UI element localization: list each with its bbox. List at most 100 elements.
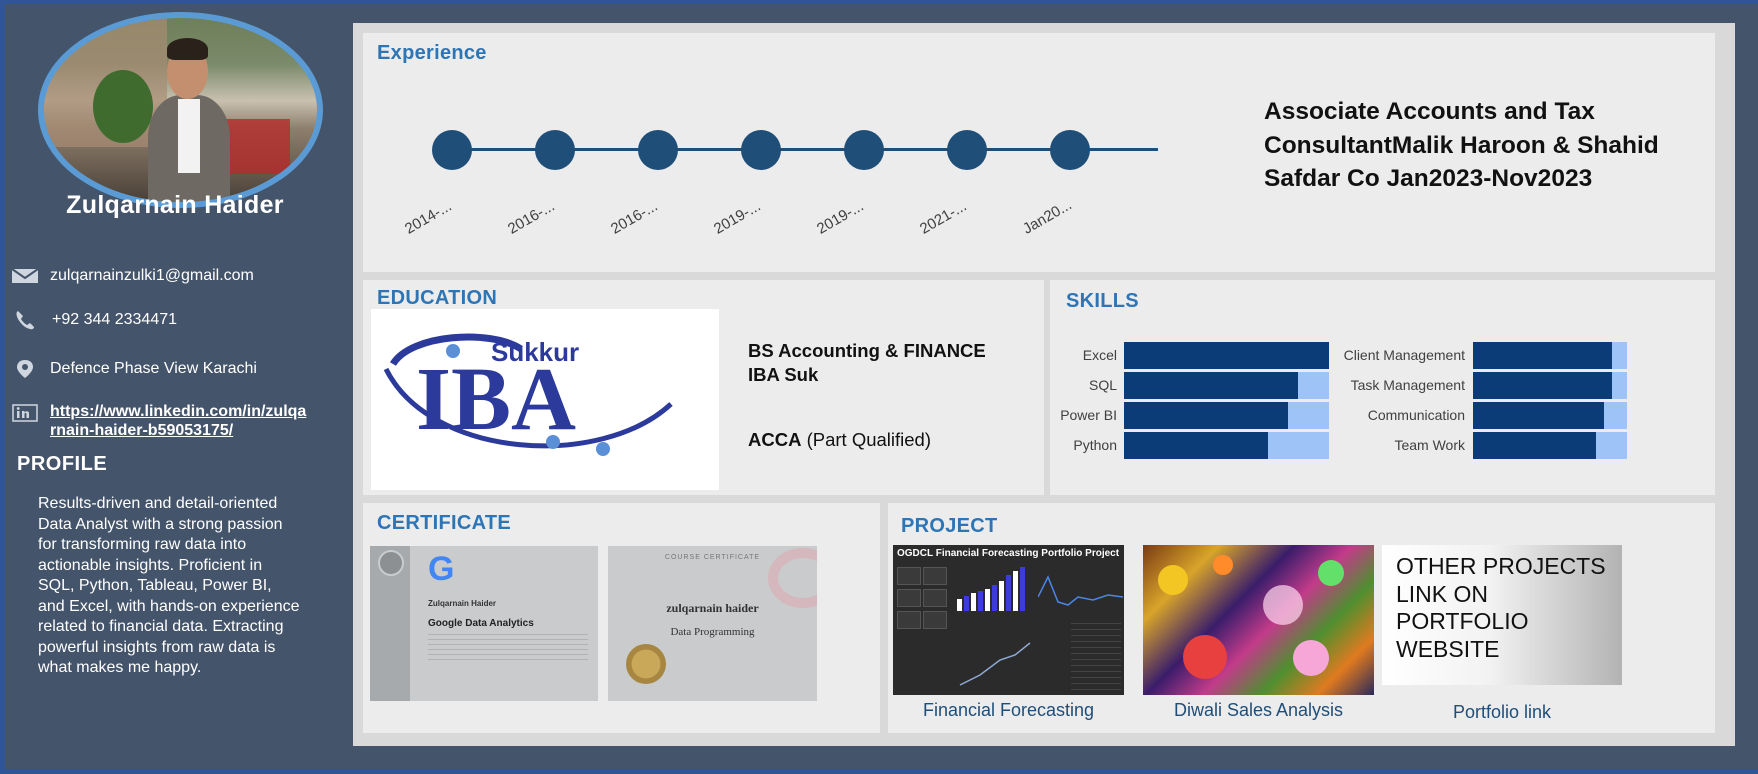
avatar-ring <box>38 12 323 208</box>
skill-bar-fill <box>1124 342 1329 369</box>
profile-name: Zulqarnain Haider <box>66 191 284 219</box>
education-title: EDUCATION <box>377 287 498 309</box>
phone-text: +92 344 2334471 <box>52 311 178 328</box>
profile-heading: PROFILE <box>17 453 108 475</box>
phone-row: +92 344 2334471 <box>10 307 330 333</box>
seal-icon <box>626 644 666 684</box>
project-title: PROJECT <box>901 515 998 537</box>
skill-bar-track <box>1473 402 1627 429</box>
other-projects-text: OTHER PROJECTS LINK ON PORTFOLIO WEBSITE <box>1396 553 1606 662</box>
email-row: zulqarnainzulki1@gmail.com <box>10 263 330 289</box>
degree-text: BS Accounting & FINANCE IBA Suk <box>748 339 986 387</box>
timeline-label: 2014-... <box>402 197 455 238</box>
email-text: zulqarnainzulki1@gmail.com <box>50 267 254 284</box>
acca-text: ACCA (Part Qualified) <box>748 429 931 451</box>
location-text: Defence Phase View Karachi <box>50 360 257 377</box>
experience-detail: Associate Accounts and Tax ConsultantMal… <box>1264 98 1659 192</box>
frame-bottom <box>0 769 1758 774</box>
degree-line2: IBA Suk <box>748 364 819 385</box>
timeline-dot[interactable] <box>844 130 884 170</box>
certificate-title: CERTIFICATE <box>377 512 512 534</box>
envelope-icon <box>10 265 40 287</box>
skill-label: Client Management <box>1343 347 1465 363</box>
avatar <box>44 18 317 202</box>
certificate-card: CERTIFICATE G Zulqarnain Haider Google D… <box>363 503 880 733</box>
timeline-label: 2021-... <box>917 197 970 238</box>
skill-bar-track <box>1473 342 1627 369</box>
skill-bar-track <box>1124 342 1329 369</box>
timeline-label: Jan20... <box>1020 196 1075 238</box>
experience-card: Experience 2014-... 2016-... 2016-... 2019-… <box>363 33 1715 272</box>
skills-card: SKILLS Excel SQL Power BI Python Client Man… <box>1050 280 1715 495</box>
skill-label: Excel <box>1082 347 1117 363</box>
financial-forecasting-link[interactable]: Financial Forecasting <box>922 700 1095 720</box>
google-certificate-image[interactable]: G Zulqarnain Haider Google Data Analytic… <box>370 546 598 701</box>
svg-text:Sukkur: Sukkur <box>491 337 579 367</box>
main-panel: Experience 2014-... 2016-... 2016-... 2019-… <box>353 23 1735 746</box>
cert2-course: Data Programming <box>670 626 755 638</box>
timeline-dot[interactable] <box>432 130 472 170</box>
location-row: Defence Phase View Karachi <box>10 356 330 382</box>
experience-title: Experience <box>377 42 487 64</box>
skill-bar-fill <box>1124 432 1268 459</box>
timeline-label: 2016-... <box>608 197 661 238</box>
skill-label: Task Management <box>1350 377 1465 393</box>
skill-label: Python <box>1073 437 1117 453</box>
diwali-sales-link[interactable]: Diwali Sales Analysis <box>1173 700 1344 720</box>
skill-label: Team Work <box>1394 437 1465 453</box>
timeline-dot[interactable] <box>741 130 781 170</box>
diwali-sales-thumbnail[interactable] <box>1143 545 1374 695</box>
badge-icon <box>378 550 404 576</box>
skill-label: Communication <box>1367 407 1465 423</box>
cert1-name: Zulqarnain Haider <box>428 599 497 608</box>
skill-label: Power BI <box>1060 407 1117 423</box>
degree-line1: BS Accounting & FINANCE <box>748 340 986 361</box>
timeline-dot[interactable] <box>638 130 678 170</box>
sidebar: Zulqarnain Haider zulqarnainzulki1@gmail… <box>5 4 345 769</box>
skill-bar-fill <box>1473 372 1612 399</box>
skill-label: SQL <box>1088 377 1117 393</box>
education-card: EDUCATION Sukkur IBA Sukkur IBA BS Accou… <box>363 280 1044 495</box>
timeline-dot[interactable] <box>1050 130 1090 170</box>
skill-bar-fill <box>1473 402 1604 429</box>
skill-bar-fill <box>1473 342 1612 369</box>
phone-icon <box>10 309 40 331</box>
cert2-header: COURSE CERTIFICATE <box>664 554 761 561</box>
acca-rest: (Part Qualified) <box>806 429 931 450</box>
data-programming-certificate-image[interactable]: COURSE CERTIFICATE zulqarnain haider Dat… <box>608 546 817 701</box>
thumb-title: OGDCL Financial Forecasting Portfolio Pr… <box>897 548 1120 559</box>
portfolio-link[interactable]: Portfolio link <box>1452 702 1552 722</box>
svg-text:IBA: IBA <box>416 350 576 449</box>
skill-bar-track <box>1124 432 1329 459</box>
timeline-label: 2016-... <box>505 197 558 238</box>
skill-bar-track <box>1124 402 1329 429</box>
timeline-label: 2019-... <box>814 197 867 238</box>
frame-top <box>0 0 1758 4</box>
linkedin-row: https://www.linkedin.com/in/zulqarnain-h… <box>10 402 330 446</box>
skill-bar-fill <box>1473 432 1597 459</box>
sukkur-iba-logo: Sukkur IBA Sukkur IBA <box>371 309 719 490</box>
acca-bold: ACCA <box>748 429 802 450</box>
skills-title: SKILLS <box>1066 290 1139 312</box>
timeline-dot[interactable] <box>947 130 987 170</box>
logo-text: Sukkur IBA <box>391 477 396 480</box>
frame-left <box>0 0 5 774</box>
profile-text: Results-driven and detail-oriented Data … <box>38 495 300 676</box>
linkedin-icon <box>10 402 40 424</box>
timeline-line <box>453 148 1158 151</box>
project-card: PROJECT OGDCL Financial Forecasting Port… <box>888 503 1715 733</box>
skill-bar-track <box>1124 372 1329 399</box>
skill-bar-track <box>1473 372 1627 399</box>
linkedin-link[interactable]: https://www.linkedin.com/in/zulqarnain-h… <box>50 403 307 439</box>
cert1-course: Google Data Analytics <box>428 618 534 629</box>
skill-bar-track <box>1473 432 1627 459</box>
location-pin-icon <box>10 358 40 380</box>
cert2-name: zulqarnain haider <box>666 601 759 615</box>
skill-bar-fill <box>1124 402 1288 429</box>
timeline-label: 2019-... <box>711 197 764 238</box>
timeline-dot[interactable] <box>535 130 575 170</box>
other-projects-thumbnail[interactable]: OTHER PROJECTS LINK ON PORTFOLIO WEBSITE <box>1382 545 1622 685</box>
google-logo: G <box>428 550 455 588</box>
financial-forecasting-thumbnail[interactable]: OGDCL Financial Forecasting Portfolio Pr… <box>893 545 1124 695</box>
skill-bar-fill <box>1124 372 1299 399</box>
